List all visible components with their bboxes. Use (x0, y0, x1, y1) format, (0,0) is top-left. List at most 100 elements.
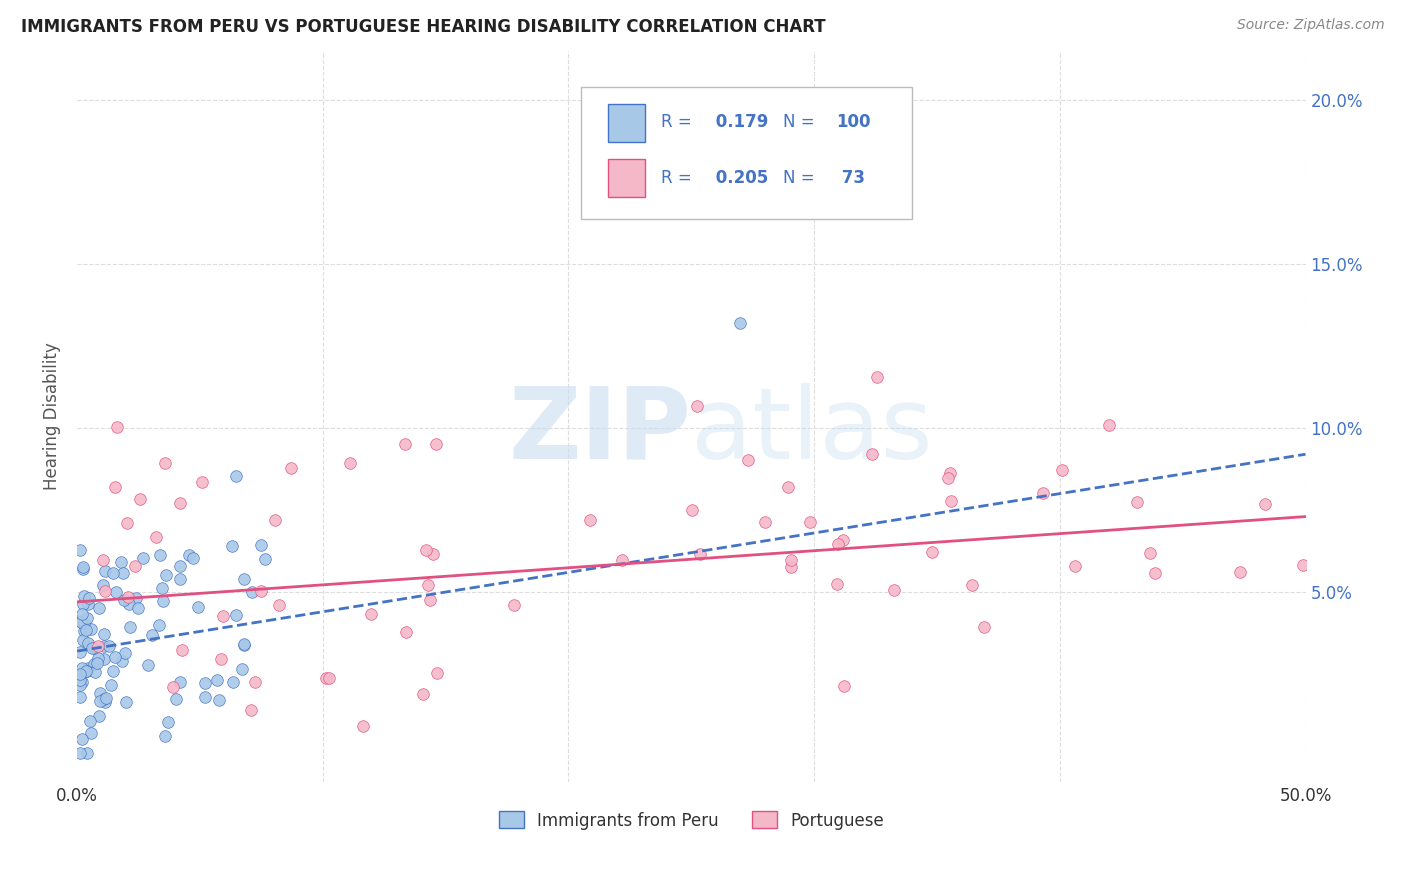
Point (1139, 546, 1161, 560)
Point (503, 598, 526, 612)
Point (76, 661, 98, 675)
Point (177, 548, 200, 562)
Point (72, 560, 94, 574)
Point (170, 643, 193, 657)
Point (212, 608, 235, 623)
Point (681, 502, 703, 516)
Point (94, 565, 117, 579)
Point (1050, 463, 1073, 477)
Point (205, 673, 228, 687)
Point (181, 550, 204, 565)
Point (394, 437, 416, 451)
Point (149, 548, 172, 562)
Point (799, 515, 821, 529)
Point (93, 652, 115, 666)
Point (93, 639, 115, 653)
Point (190, 475, 212, 489)
Point (75, 623, 97, 637)
FancyBboxPatch shape (581, 87, 912, 219)
Point (104, 650, 127, 665)
FancyBboxPatch shape (607, 159, 644, 197)
Point (240, 585, 263, 599)
Point (269, 598, 291, 612)
Point (80, 641, 103, 656)
Point (194, 676, 217, 690)
Point (93, 695, 115, 709)
Point (94, 583, 117, 598)
Point (162, 680, 184, 694)
Text: IMMIGRANTS FROM PERU VS PORTUGUESE HEARING DISABILITY CORRELATION CHART: IMMIGRANTS FROM PERU VS PORTUGUESE HEARI… (21, 18, 825, 36)
Point (110, 555, 132, 569)
Point (70, 615, 93, 630)
Point (98, 640, 121, 654)
Point (1254, 497, 1277, 511)
Point (69, 690, 91, 705)
Point (1126, 495, 1149, 509)
Point (827, 537, 849, 551)
Point (69, 614, 91, 628)
Point (76, 664, 98, 678)
Text: 73: 73 (837, 169, 865, 187)
Point (209, 652, 232, 666)
Point (254, 552, 277, 566)
Point (69, 673, 91, 687)
Point (87, 600, 110, 615)
Point (1292, 558, 1315, 572)
Point (114, 646, 136, 660)
Point (77, 597, 100, 611)
Point (1229, 566, 1251, 580)
Point (426, 665, 449, 680)
Point (232, 572, 254, 586)
Point (91, 578, 114, 592)
Point (69, 669, 91, 683)
Point (72, 562, 94, 576)
Point (360, 607, 382, 621)
Point (233, 639, 256, 653)
Point (166, 691, 188, 706)
Point (169, 559, 191, 574)
Point (225, 468, 247, 483)
Point (353, 719, 375, 733)
Point (111, 654, 134, 668)
Point (118, 620, 141, 634)
Point (112, 593, 135, 607)
Point (825, 577, 848, 591)
Point (69, 543, 91, 558)
Point (148, 617, 170, 632)
Point (889, 132, 911, 146)
Point (87, 650, 110, 665)
Point (75, 664, 97, 678)
Point (939, 494, 962, 508)
Point (87, 708, 110, 723)
Point (72, 598, 94, 612)
Point (339, 456, 361, 470)
Point (1064, 559, 1087, 574)
Point (93, 691, 115, 706)
Point (232, 636, 254, 650)
Point (70, 607, 93, 621)
FancyBboxPatch shape (607, 104, 644, 142)
Point (779, 560, 801, 574)
Point (754, 516, 776, 530)
Point (100, 677, 122, 691)
Point (418, 593, 440, 607)
Point (832, 533, 855, 547)
Point (318, 671, 340, 685)
Point (145, 530, 167, 544)
Point (72, 632, 94, 647)
Point (939, 466, 962, 480)
Point (231, 662, 253, 676)
Point (169, 572, 191, 586)
Point (115, 516, 138, 530)
Point (76, 746, 98, 760)
Point (866, 370, 889, 384)
Point (686, 400, 709, 414)
Text: atlas: atlas (692, 383, 934, 480)
Point (69, 645, 91, 659)
Point (89, 686, 111, 700)
Point (832, 679, 855, 693)
Point (315, 671, 337, 685)
Point (93, 627, 115, 641)
Point (921, 545, 943, 559)
Point (1097, 418, 1119, 433)
